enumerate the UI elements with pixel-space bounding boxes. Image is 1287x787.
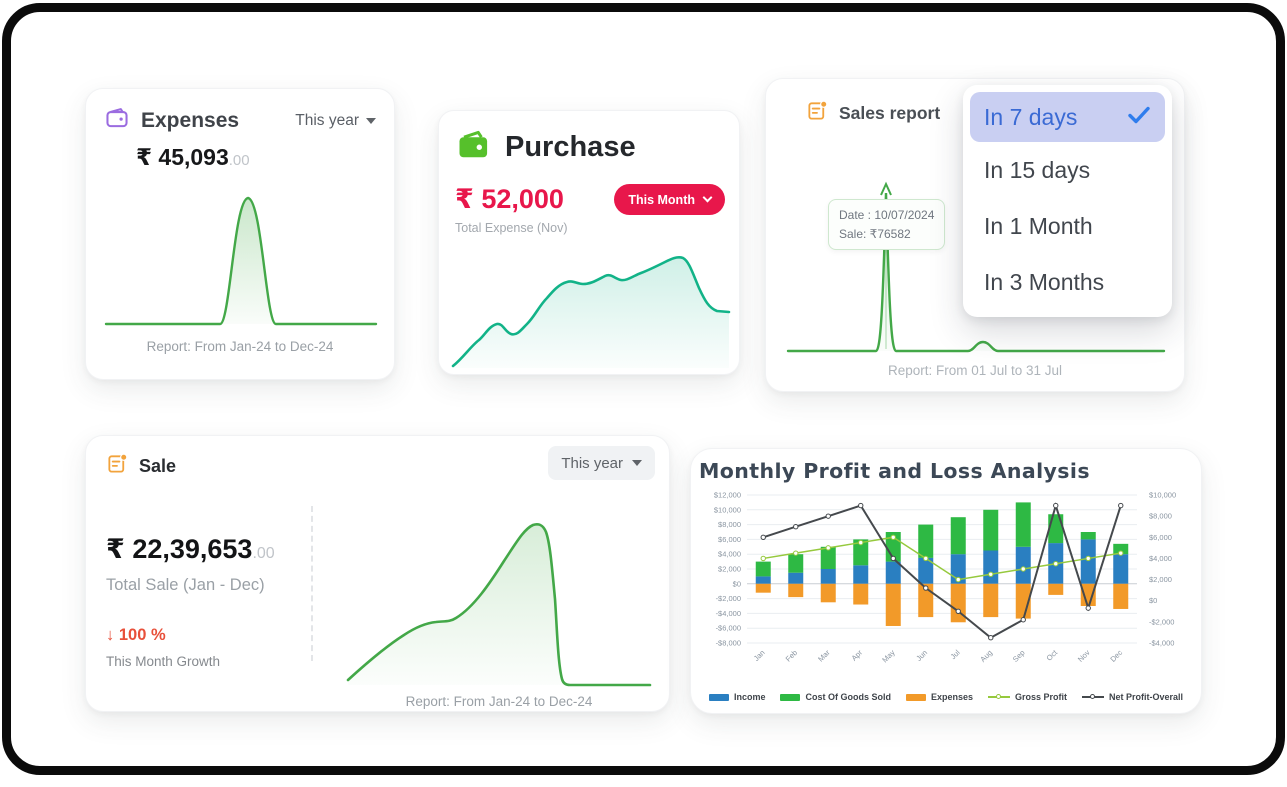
tooltip-date: Date : 10/07/2024 [839, 208, 935, 222]
svg-text:$6,000: $6,000 [718, 535, 741, 544]
svg-text:Sep: Sep [1011, 648, 1027, 664]
purchase-period-label: This Month [628, 192, 695, 207]
menu-item-in-1-month[interactable]: In 1 Month [970, 198, 1165, 254]
sale-period-dropdown[interactable]: This year [548, 446, 655, 480]
wallet-icon [455, 127, 491, 168]
svg-text:$8,000: $8,000 [1149, 512, 1172, 521]
sale-amount-value: 22,39,653 [132, 534, 253, 564]
legend-item: Income [708, 692, 765, 702]
expenses-sparkline [104, 196, 378, 326]
svg-text:$8,000: $8,000 [718, 520, 741, 529]
legend-item: Expenses [905, 692, 973, 702]
purchase-period-button[interactable]: This Month [614, 184, 725, 215]
menu-item-label: In 1 Month [984, 212, 1093, 239]
purchase-card-title: Purchase [505, 131, 636, 163]
svg-text:$4,000: $4,000 [718, 550, 741, 559]
svg-text:$10,000: $10,000 [714, 505, 741, 514]
pnl-chart-card: Monthly Profit and Loss Analysis $12,000… [690, 448, 1202, 714]
svg-text:$6,000: $6,000 [1149, 533, 1172, 542]
chart-tooltip: Date : 10/07/2024 Sale: ₹76582 [828, 199, 946, 251]
sale-card: Sale This year ₹ 22,39,653.00 Total Sale… [85, 435, 670, 712]
svg-text:$12,000: $12,000 [714, 491, 741, 500]
svg-text:-$6,000: -$6,000 [716, 624, 741, 633]
purchase-area-chart [451, 256, 731, 368]
pnl-chart-plot: $12,000 $10,000 $8,000 $6,000 $4,000 $2,000 $0… [714, 491, 1176, 665]
period-dropdown-menu: In 7 days In 15 days In 1 Month In 3 Mon… [963, 85, 1172, 317]
legend-item: Gross Profit [988, 692, 1067, 702]
expenses-card: Expenses This year ₹ 45,093.00 Report: F… [85, 88, 395, 380]
sale-area-chart [346, 522, 652, 687]
svg-text:Nov: Nov [1076, 648, 1092, 664]
wallet-icon [104, 105, 130, 136]
legend-item: Net Profit-Overall [1082, 692, 1183, 702]
expenses-amount-value: 45,093 [158, 144, 229, 170]
pnl-chart-title: Monthly Profit and Loss Analysis [699, 459, 1090, 483]
sales-report-title: Sales report [839, 102, 941, 123]
svg-text:$0: $0 [733, 579, 741, 588]
expenses-period-dropdown[interactable]: This year [295, 112, 376, 130]
sales-report-card: Sales report Date : 10/07/2024 Sale: ₹76… [765, 78, 1185, 392]
tooltip-sale: Sale: ₹76582 [839, 226, 911, 241]
menu-item-in-3-months[interactable]: In 3 Months [970, 254, 1165, 310]
sale-amount: ₹ 22,39,653.00 [106, 534, 275, 565]
purchase-subtitle: Total Expense (Nov) [455, 221, 568, 235]
check-icon [1127, 104, 1151, 131]
svg-text:Jun: Jun [914, 648, 929, 663]
sale-growth-label: This Month Growth [106, 654, 221, 669]
sale-period-label: This year [561, 454, 623, 472]
purchase-amount-value: 52,000 [481, 184, 564, 214]
expenses-period-label: This year [295, 111, 359, 129]
purchase-amount: ₹ 52,000 [455, 184, 564, 215]
expenses-report-text: Report: From Jan-24 to Dec-24 [146, 339, 334, 354]
menu-item-in-15-days[interactable]: In 15 days [970, 142, 1165, 198]
sale-report-text: Report: From Jan-24 to Dec-24 [405, 694, 593, 709]
svg-text:-$8,000: -$8,000 [716, 639, 741, 648]
divider [311, 506, 313, 661]
svg-text:$10,000: $10,000 [1149, 491, 1176, 500]
svg-text:May: May [880, 648, 897, 665]
menu-item-label: In 3 Months [984, 268, 1105, 295]
svg-text:$2,000: $2,000 [718, 565, 741, 574]
svg-text:Oct: Oct [1045, 647, 1060, 662]
expenses-card-title: Expenses [141, 108, 240, 132]
sale-card-title: Sale [139, 455, 177, 476]
expenses-amount: ₹ 45,093.00 [86, 136, 394, 171]
svg-text:Mar: Mar [816, 648, 832, 664]
legend-item: Cost Of Goods Sold [780, 692, 891, 702]
menu-item-in-7-days[interactable]: In 7 days [970, 92, 1165, 142]
rupee-symbol: ₹ [106, 534, 125, 564]
svg-text:Apr: Apr [850, 648, 865, 663]
purchase-card: Purchase ₹ 52,000 This Month Total Expen… [438, 110, 740, 375]
report-icon [106, 452, 129, 480]
svg-text:-$2,000: -$2,000 [1149, 617, 1174, 626]
rupee-symbol: ₹ [455, 184, 474, 214]
menu-item-label: In 15 days [984, 156, 1091, 183]
svg-text:$0: $0 [1149, 596, 1157, 605]
chevron-down-icon [366, 117, 376, 124]
svg-text:$2,000: $2,000 [1149, 575, 1172, 584]
sale-amount-decimals: .00 [252, 545, 275, 562]
report-icon [806, 99, 829, 127]
pnl-chart-legend: Income Cost Of Goods Sold Expenses Gross Pr… [691, 692, 1201, 702]
svg-text:Jul: Jul [949, 648, 962, 661]
sale-growth-value: 100 % [118, 626, 166, 644]
arrow-down-icon: ↓ [106, 626, 115, 644]
chevron-down-icon [632, 460, 642, 466]
svg-text:$4,000: $4,000 [1149, 554, 1172, 563]
svg-text:-$4,000: -$4,000 [716, 609, 741, 618]
svg-text:-$4,000: -$4,000 [1149, 639, 1174, 648]
sales-report-report-text: Report: From 01 Jul to 31 Jul [887, 363, 1063, 378]
svg-text:Dec: Dec [1108, 648, 1124, 664]
chevron-down-icon [702, 192, 713, 203]
svg-text:Aug: Aug [978, 648, 994, 664]
svg-text:-$2,000: -$2,000 [716, 594, 741, 603]
menu-item-label: In 7 days [984, 103, 1078, 130]
rupee-symbol: ₹ [136, 144, 153, 170]
svg-text:Feb: Feb [784, 648, 800, 664]
sale-growth: ↓ 100 % [106, 626, 166, 645]
svg-text:Jan: Jan [752, 648, 767, 663]
expenses-amount-decimals: .00 [228, 152, 250, 169]
sale-subtitle: Total Sale (Jan - Dec) [106, 576, 265, 594]
